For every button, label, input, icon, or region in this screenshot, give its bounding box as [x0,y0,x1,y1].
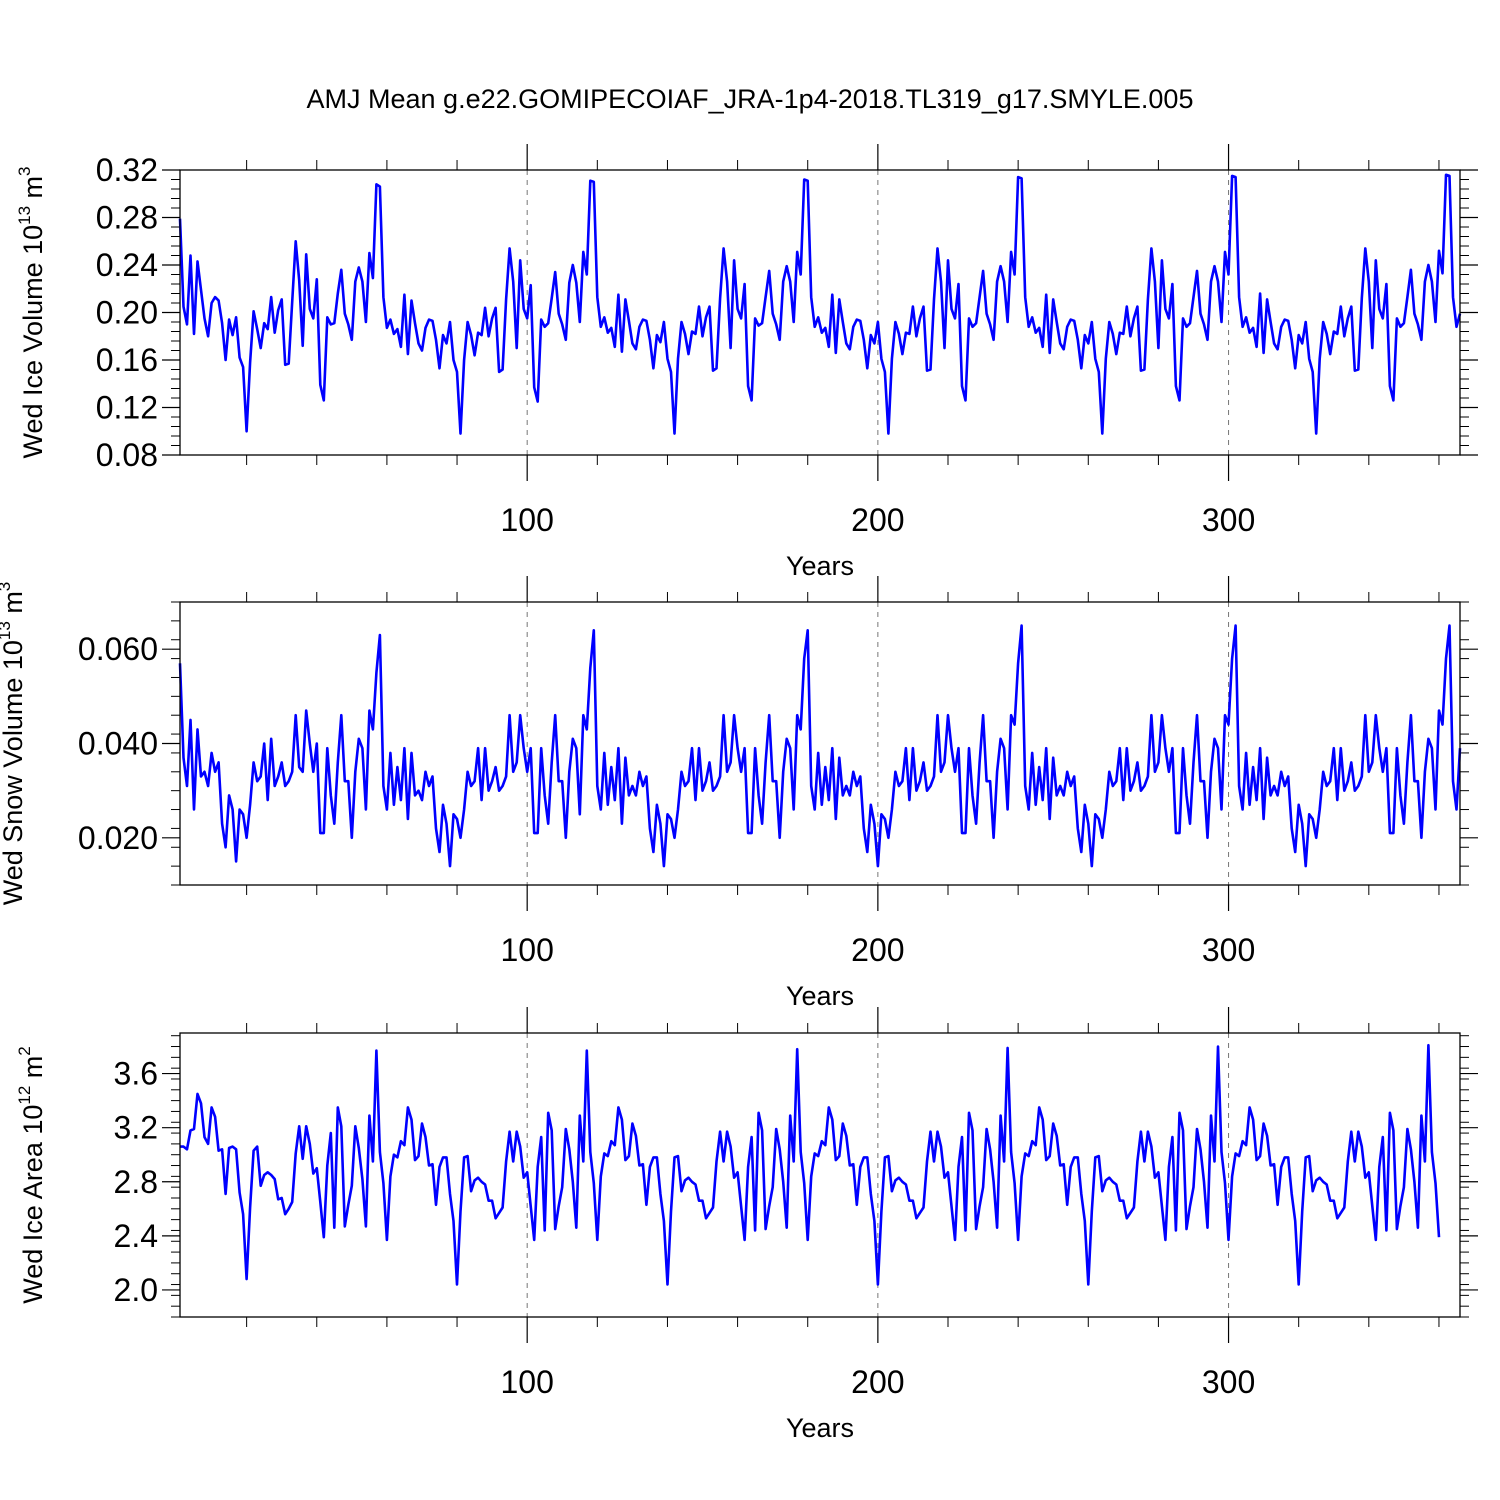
x-tick-label: 100 [500,502,553,538]
panels: 0.08 0.12 0.16 0.20 0.24 0.28 0.32 100 200 300 Yea… [0,144,1478,1443]
x-tick-label: 100 [500,1364,553,1400]
x-tick-label: 300 [1202,932,1255,968]
x-tick-label: 200 [851,1364,904,1400]
y-tick-label: 0.32 [96,152,158,188]
y-tick-label: 2.4 [114,1218,158,1254]
y-axis-title: Wed Ice Volume 1013 m3 [15,166,48,458]
y-axis-title-exponent: 12 [15,1086,34,1105]
x-tick-label: 200 [851,502,904,538]
y-axis-title-unit: m [0,591,28,621]
y-tick-label: 0.020 [78,820,158,856]
x-axis-title: Years [786,1413,854,1443]
y-axis-title: Wed Snow Volume 1013 m3 [0,582,28,906]
y-tick-label: 0.28 [96,200,158,236]
x-axis-title: Years [786,551,854,581]
y-axis-title-unit: m [18,1056,48,1086]
x-tick-label: 100 [500,932,553,968]
series-line-panel-1 [178,173,1462,435]
panel-3: 2.0 2.4 2.8 3.2 3.6 100 200 300 Years Wed Ice Are… [15,1007,1478,1443]
y-axis-title-unit-exponent: 2 [15,1046,34,1055]
y-tick-label: 0.12 [96,390,158,426]
y-axis-title-main: Wed Ice Volume 10 [18,225,48,459]
y-axis-title-unit: m [18,176,48,206]
y-axis-title-exponent: 13 [0,621,14,640]
series-line-panel-3 [180,1043,1441,1286]
y-tick-label: 0.040 [78,726,158,762]
plot-frame [179,1032,1461,1318]
y-tick-label: 2.0 [114,1272,158,1308]
y-tick-label: 3.6 [114,1056,158,1092]
panel-2: 0.020 0.040 0.060 100 200 300 Years Wed Snow Vo… [0,576,1478,1011]
y-tick-label: 0.060 [78,631,158,667]
y-tick-label: 0.16 [96,342,158,378]
y-axis-title-main: Wed Ice Area 10 [18,1105,48,1304]
x-axis-title: Years [786,981,854,1011]
y-axis-title-unit-exponent: 3 [15,166,34,175]
y-axis-title-main: Wed Snow Volume 10 [0,640,28,905]
plot-frame [179,601,1461,886]
panel-1: 0.08 0.12 0.16 0.20 0.24 0.28 0.32 100 200 300 Yea… [15,144,1478,581]
y-axis-title-unit-exponent: 3 [0,582,14,591]
y-axis-title-exponent: 13 [15,206,34,225]
x-tick-label: 300 [1202,502,1255,538]
figure-title: AMJ Mean g.e22.GOMIPECOIAF_JRA-1p4-2018.… [307,84,1194,114]
x-tick-label: 200 [851,932,904,968]
series-line-panel-2 [178,624,1462,868]
plot-frame [179,169,1461,456]
y-tick-label: 0.20 [96,295,158,331]
y-tick-label: 0.08 [96,437,158,473]
y-tick-label: 0.24 [96,247,158,283]
y-axis-title: Wed Ice Area 1012 m2 [15,1046,48,1304]
y-tick-label: 3.2 [114,1110,158,1146]
y-tick-label: 2.8 [114,1164,158,1200]
x-tick-label: 300 [1202,1364,1255,1400]
